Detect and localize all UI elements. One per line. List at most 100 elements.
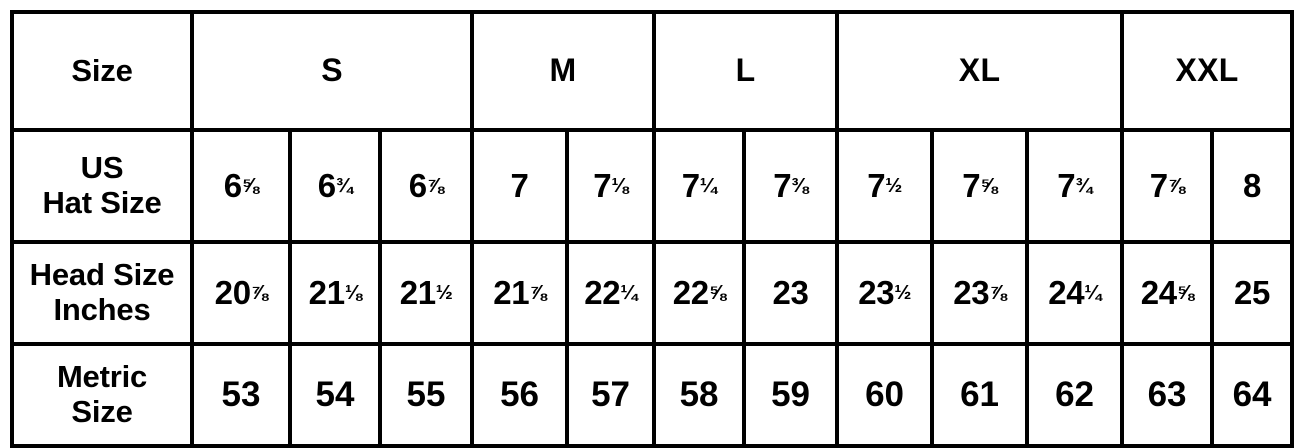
table-row-us-hat-size: US Hat Size 6⅝ 6¾ 6⅞ 7 7⅛ 7¼ 7⅜ 7½ 7⅝ 7¾ 7⅞ 8 xyxy=(10,128,1295,244)
value-whole: 7 xyxy=(867,166,886,204)
metric-size-cell: 58 xyxy=(652,342,747,448)
value-wrapper: 25 xyxy=(1234,273,1271,312)
value-fraction: ⅝ xyxy=(708,281,726,305)
value-wrapper: 7¼ xyxy=(682,167,717,205)
value-wrapper: 61 xyxy=(960,375,999,414)
metric-size-cell: 61 xyxy=(930,342,1030,448)
value-fraction: ⅞ xyxy=(426,174,444,198)
value-whole: 63 xyxy=(1147,375,1187,415)
value-fraction: ⅝ xyxy=(980,174,997,198)
head-size-inches-cell: 21½ xyxy=(377,240,475,346)
head-size-inches-cell: 21⅛ xyxy=(288,240,382,346)
value-wrapper: 59 xyxy=(771,375,810,414)
value-whole: 56 xyxy=(500,375,539,415)
value-whole: 62 xyxy=(1055,375,1095,415)
value-whole: 7 xyxy=(1057,166,1076,204)
value-wrapper: 53 xyxy=(222,375,261,414)
metric-size-cell: 56 xyxy=(470,342,570,448)
row-label-metric-size: Metric Size xyxy=(10,342,194,448)
value-whole: 20 xyxy=(214,273,251,311)
value-wrapper: 63 xyxy=(1148,375,1187,414)
value-wrapper: 22¼ xyxy=(584,274,637,312)
value-wrapper: 7½ xyxy=(867,166,902,205)
metric-size-cell: 62 xyxy=(1025,342,1125,448)
row-label-line: Size xyxy=(71,394,133,429)
head-size-inches-cell: 23⅞ xyxy=(930,240,1030,346)
value-whole: 8 xyxy=(1243,166,1262,204)
size-group-xxl: XXL xyxy=(1120,10,1295,132)
value-wrapper: 6¾ xyxy=(317,166,353,205)
value-whole: 6 xyxy=(408,166,427,204)
value-whole: 53 xyxy=(221,375,261,415)
head-size-inches-cell: 22¼ xyxy=(565,240,657,346)
value-wrapper: 21⅞ xyxy=(493,273,546,312)
metric-size-cell: 59 xyxy=(742,342,840,448)
value-whole: 21 xyxy=(493,273,530,311)
value-wrapper: 62 xyxy=(1055,375,1094,414)
us-hat-size-cell: 7½ xyxy=(835,128,935,244)
value-fraction: ⅞ xyxy=(989,281,1006,305)
value-fraction: ⅝ xyxy=(1176,281,1194,305)
value-wrapper: 56 xyxy=(500,375,539,414)
value-whole: 7 xyxy=(593,166,612,204)
us-hat-size-cell: 7 xyxy=(470,128,570,244)
value-fraction: ⅛ xyxy=(611,174,628,198)
value-wrapper: 55 xyxy=(407,375,446,414)
value-whole: 57 xyxy=(591,375,630,415)
value-fraction: ½ xyxy=(894,281,911,305)
head-size-inches-cell: 22⅝ xyxy=(652,240,747,346)
metric-size-cell: 55 xyxy=(377,342,475,448)
value-whole: 22 xyxy=(672,273,709,311)
value-whole: 6 xyxy=(317,166,336,204)
value-wrapper: 23 xyxy=(772,274,808,312)
value-whole: 7 xyxy=(510,166,529,204)
value-wrapper: 7¾ xyxy=(1057,166,1092,205)
value-wrapper: 24⅝ xyxy=(1140,273,1194,312)
value-whole: 7 xyxy=(773,166,792,204)
value-fraction: ⅛ xyxy=(344,281,362,305)
head-size-inches-cell: 24¼ xyxy=(1025,240,1125,346)
us-hat-size-cell: 6¾ xyxy=(288,128,382,244)
value-whole: 25 xyxy=(1234,273,1271,311)
size-chart-table: Size S M L XL XXL US Hat Size 6⅝ 6¾ 6⅞ 7 7⅛ 7¼ 7⅜ 7½ 7⅝… xyxy=(10,10,1295,448)
row-label-size: Size xyxy=(10,10,194,132)
value-wrapper: 20⅞ xyxy=(214,273,268,312)
value-wrapper: 7⅛ xyxy=(593,166,628,205)
value-whole: 24 xyxy=(1140,273,1177,311)
us-hat-size-cell: 7⅜ xyxy=(742,128,840,244)
row-label-line: Hat Size xyxy=(42,185,162,220)
metric-size-cell: 60 xyxy=(835,342,935,448)
value-fraction: ¾ xyxy=(1075,174,1092,198)
value-whole: 59 xyxy=(771,375,810,415)
value-whole: 23 xyxy=(953,273,990,311)
table-row-head-size-inches: Head Size Inches 20⅞ 21⅛ 21½ 21⅞ 22¼ 22⅝ 23 23½ 23… xyxy=(10,240,1295,346)
value-wrapper: 54 xyxy=(316,375,355,414)
size-group-m: M xyxy=(470,10,657,132)
value-whole: 23 xyxy=(858,273,895,311)
size-chart-body: Size S M L XL XXL US Hat Size 6⅝ 6¾ 6⅞ 7 7⅛ 7¼ 7⅜ 7½ 7⅝… xyxy=(10,10,1295,448)
value-wrapper: 22⅝ xyxy=(672,273,726,312)
value-fraction: ⅜ xyxy=(791,174,808,198)
head-size-inches-cell: 25 xyxy=(1210,240,1295,346)
value-fraction: ¾ xyxy=(335,174,353,198)
size-group-s: S xyxy=(189,10,475,132)
us-hat-size-cell: 7¼ xyxy=(652,128,747,244)
metric-size-cell: 54 xyxy=(288,342,382,448)
value-fraction: ¼ xyxy=(699,174,717,198)
value-wrapper: 24¼ xyxy=(1048,274,1101,312)
value-fraction: ½ xyxy=(435,281,453,305)
value-fraction: ⅞ xyxy=(529,281,546,305)
value-wrapper: 7⅞ xyxy=(1150,167,1185,205)
value-wrapper: 60 xyxy=(865,375,904,414)
value-wrapper: 23½ xyxy=(858,273,911,312)
value-whole: 60 xyxy=(865,375,905,415)
value-whole: 58 xyxy=(679,375,719,415)
us-hat-size-cell: 8 xyxy=(1210,128,1295,244)
row-label-head-size-inches: Head Size Inches xyxy=(10,240,194,346)
value-fraction: ⅞ xyxy=(250,281,268,305)
row-label-line: Metric xyxy=(56,359,148,395)
value-wrapper: 58 xyxy=(680,375,719,414)
head-size-inches-cell: 23½ xyxy=(835,240,935,346)
us-hat-size-cell: 7⅝ xyxy=(930,128,1030,244)
value-fraction: ⅝ xyxy=(241,174,259,198)
